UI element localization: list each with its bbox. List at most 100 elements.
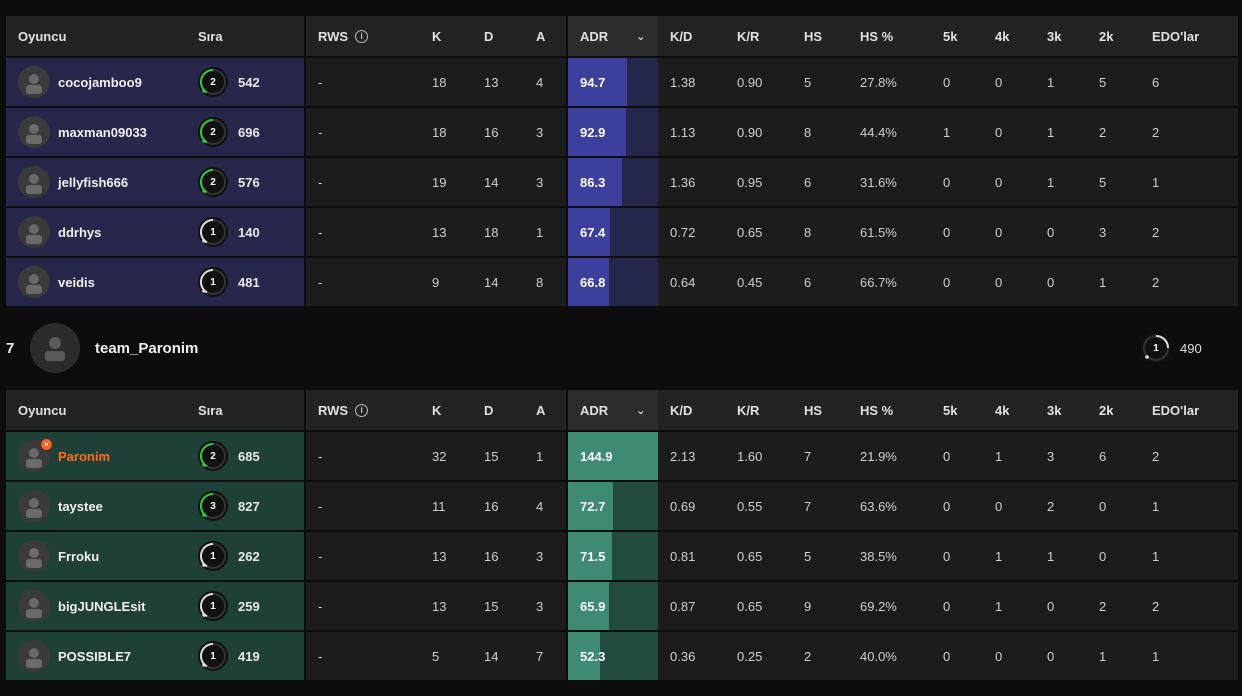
- level-badge: 1: [198, 541, 228, 571]
- avatar[interactable]: [18, 440, 50, 472]
- stat-kd: 0.87: [670, 598, 696, 614]
- stat-k5: 0: [943, 548, 951, 564]
- col-rws[interactable]: RWS i: [318, 16, 369, 56]
- player-name[interactable]: veidis: [58, 274, 95, 290]
- avatar[interactable]: [18, 640, 50, 672]
- player-name[interactable]: Paronim: [58, 448, 111, 464]
- stat-k4: 0: [995, 174, 1003, 190]
- level-number: 1: [210, 550, 216, 562]
- col-3k[interactable]: 3k: [1047, 28, 1062, 44]
- stat-hs: 7: [804, 498, 812, 514]
- stat-kr: 0.25: [737, 648, 763, 664]
- col-hs[interactable]: HS: [804, 402, 823, 418]
- player-name[interactable]: POSSIBLE7: [58, 648, 131, 664]
- col-edo[interactable]: EDO'lar: [1152, 28, 1200, 44]
- player-name[interactable]: ddrhys: [58, 224, 102, 240]
- player-name[interactable]: bigJUNGLEsit: [58, 598, 146, 614]
- info-icon[interactable]: i: [355, 29, 369, 43]
- chevron-down-icon[interactable]: ⌄: [636, 30, 646, 43]
- col-4k[interactable]: 4k: [995, 402, 1010, 418]
- info-icon[interactable]: i: [355, 403, 369, 417]
- col-k[interactable]: K: [432, 402, 442, 418]
- stat-edo: 1: [1152, 498, 1160, 514]
- table-row: maxman09033 2 696 92.9 - 18 16 3 1.13 0.90 8 44.4% 1…: [6, 108, 1238, 156]
- stat-k5: 1: [943, 124, 951, 140]
- col-edo[interactable]: EDO'lar: [1152, 402, 1200, 418]
- stat-kr: 0.65: [737, 548, 763, 564]
- col-player[interactable]: Oyuncu: [18, 28, 67, 44]
- col-player[interactable]: Oyuncu: [18, 402, 67, 418]
- col-hsp[interactable]: HS %: [860, 402, 894, 418]
- player-name[interactable]: cocojamboo9: [58, 74, 142, 90]
- player-elo: 419: [238, 648, 260, 664]
- stat-k4: 0: [995, 224, 1003, 240]
- col-kr[interactable]: K/R: [737, 402, 760, 418]
- level-badge: 1: [198, 217, 228, 247]
- col-5k[interactable]: 5k: [943, 28, 958, 44]
- col-adr[interactable]: ADR ⌄: [580, 390, 645, 430]
- stat-hs: 9: [804, 598, 812, 614]
- avatar[interactable]: [18, 216, 50, 248]
- player-name[interactable]: taystee: [58, 498, 103, 514]
- col-a[interactable]: A: [536, 28, 546, 44]
- player-cell[interactable]: [6, 432, 304, 480]
- player-cell[interactable]: [6, 258, 304, 306]
- col-kr[interactable]: K/R: [737, 28, 760, 44]
- avatar[interactable]: [18, 166, 50, 198]
- team-a-scoreboard: Oyuncu Sıra RWS i K D A ADR ⌄ K/D K/R HS H…: [6, 16, 1238, 308]
- col-rank[interactable]: Sıra: [198, 402, 223, 418]
- avatar[interactable]: [18, 540, 50, 572]
- col-adr[interactable]: ADR ⌄: [580, 16, 645, 56]
- col-a[interactable]: A: [536, 402, 546, 418]
- player-cell[interactable]: [6, 108, 304, 156]
- adr-bar: [568, 108, 626, 156]
- player-name[interactable]: Frroku: [58, 548, 100, 564]
- col-hs[interactable]: HS: [804, 28, 823, 44]
- col-kd[interactable]: K/D: [670, 28, 693, 44]
- stat-k: 9: [432, 274, 440, 290]
- col-3k[interactable]: 3k: [1047, 402, 1062, 418]
- player-cell[interactable]: [6, 632, 304, 680]
- user-silhouette-icon: [26, 274, 42, 294]
- stat-k2: 0: [1099, 548, 1107, 564]
- player-cell[interactable]: [6, 582, 304, 630]
- col-kd[interactable]: K/D: [670, 402, 693, 418]
- player-cell[interactable]: [6, 58, 304, 106]
- stat-d: 15: [484, 448, 499, 464]
- col-d[interactable]: D: [484, 28, 494, 44]
- player-name[interactable]: jellyfish666: [58, 174, 129, 190]
- col-d[interactable]: D: [484, 402, 494, 418]
- avatar[interactable]: [18, 490, 50, 522]
- col-rank[interactable]: Sıra: [198, 28, 223, 44]
- col-k[interactable]: K: [432, 28, 442, 44]
- level-badge: 2: [198, 441, 228, 471]
- chevron-down-icon[interactable]: ⌄: [636, 404, 646, 417]
- player-cell[interactable]: [6, 532, 304, 580]
- level-number: 2: [210, 176, 216, 188]
- col-2k[interactable]: 2k: [1099, 28, 1114, 44]
- avatar[interactable]: [18, 116, 50, 148]
- col-rws[interactable]: RWS i: [318, 390, 369, 430]
- stat-hs: 8: [804, 224, 812, 240]
- stat-k2: 0: [1099, 498, 1107, 514]
- col-rws-label: RWS: [318, 402, 349, 418]
- stat-a: 1: [536, 224, 544, 240]
- adr-bar: [568, 208, 610, 256]
- team-name[interactable]: team_Paronim: [95, 339, 199, 357]
- col-5k[interactable]: 5k: [943, 402, 958, 418]
- avatar[interactable]: [18, 266, 50, 298]
- col-2k[interactable]: 2k: [1099, 402, 1114, 418]
- player-cell[interactable]: [6, 158, 304, 206]
- col-hsp[interactable]: HS %: [860, 28, 894, 44]
- player-cell[interactable]: [6, 208, 304, 256]
- stat-k4: 0: [995, 274, 1003, 290]
- player-name[interactable]: maxman09033: [58, 124, 147, 140]
- stat-k2: 1: [1099, 274, 1107, 290]
- col-4k[interactable]: 4k: [995, 28, 1010, 44]
- stat-d: 16: [484, 124, 499, 140]
- avatar[interactable]: [18, 66, 50, 98]
- avatar[interactable]: [18, 590, 50, 622]
- player-cell[interactable]: [6, 482, 304, 530]
- player-elo: 481: [238, 274, 260, 290]
- stat-k5: 0: [943, 498, 951, 514]
